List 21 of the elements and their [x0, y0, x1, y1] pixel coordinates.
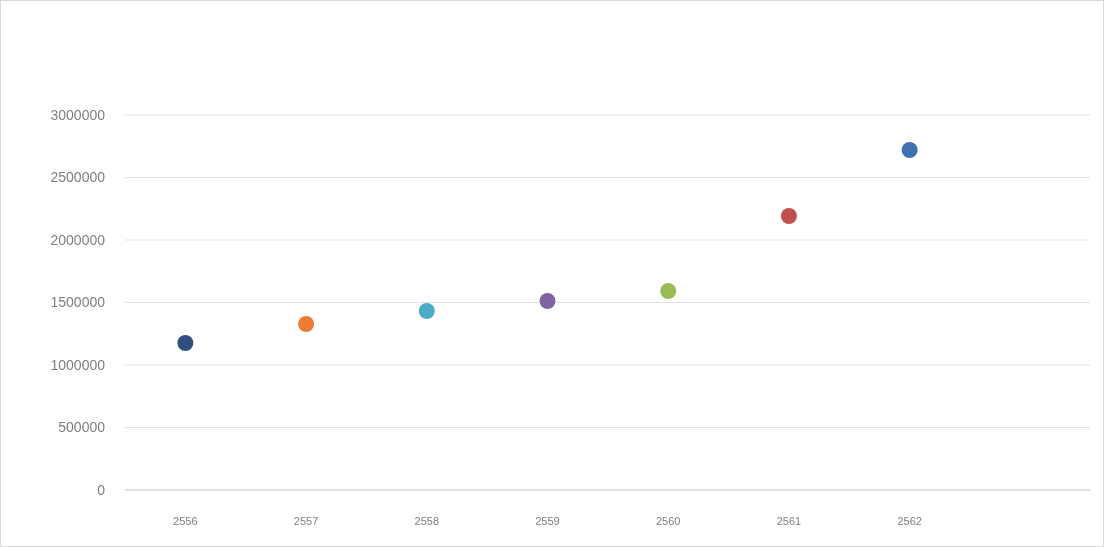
x-tick-label: 2562 [897, 515, 922, 527]
point [539, 293, 556, 309]
point [901, 142, 918, 158]
y-tick-label: 3000000 [50, 106, 106, 123]
y-tick-label: 500000 [58, 419, 106, 436]
y-tick-label: 2000000 [50, 231, 106, 248]
y-tick-label: 2500000 [50, 169, 106, 186]
point [298, 316, 315, 332]
x-tick-label: 2557 [293, 515, 319, 527]
y-tick-label: 0 [97, 481, 106, 498]
point [660, 283, 677, 299]
x-tick-label: 2558 [414, 515, 440, 527]
y-tick-label: 1500000 [50, 294, 106, 311]
point [780, 208, 797, 224]
point [418, 303, 435, 319]
x-tick-label: 2559 [535, 515, 560, 527]
x-tick-label: 2561 [776, 515, 802, 527]
x-tick-label: 2560 [655, 515, 681, 527]
y-tick-label: 1000000 [50, 356, 106, 373]
point [177, 335, 194, 351]
x-tick-label: 2556 [173, 515, 198, 527]
